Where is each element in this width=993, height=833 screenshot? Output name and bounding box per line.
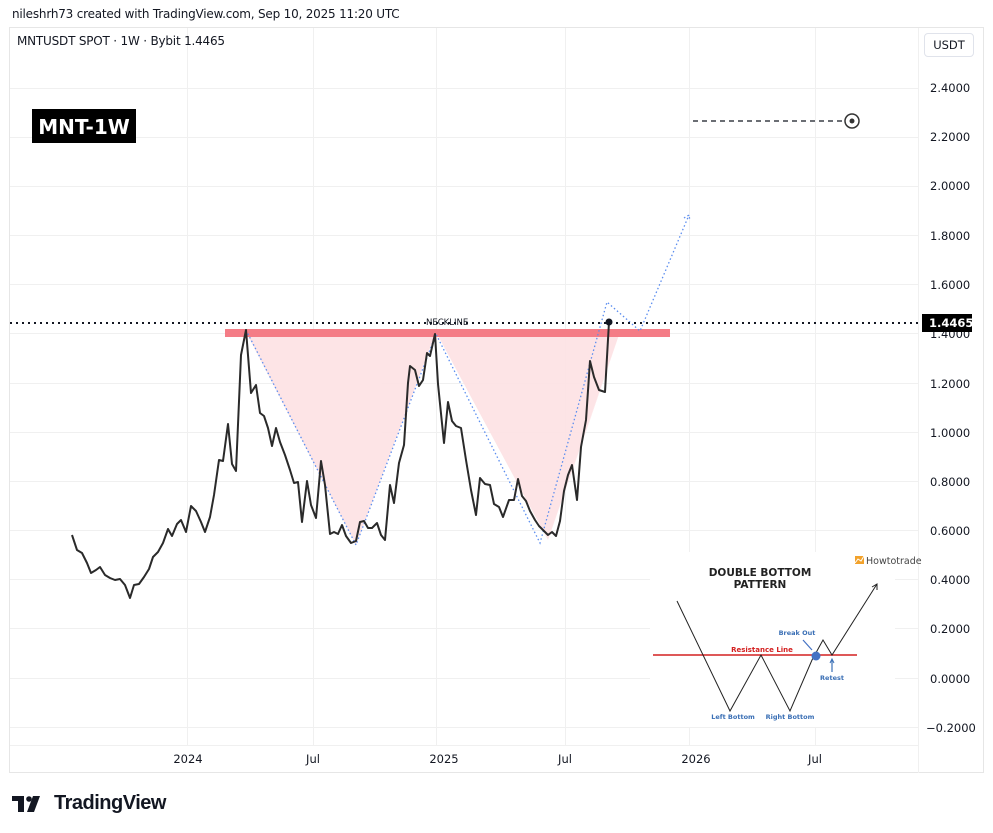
x-axis-labels[interactable]: 2024 Jul 2025 Jul 2026 Jul xyxy=(173,752,822,766)
tradingview-logo-text: TradingView xyxy=(54,792,166,814)
inset-title-line1: DOUBLE BOTTOM xyxy=(709,567,812,579)
neckline-zone[interactable] xyxy=(225,329,670,337)
last-price-dot xyxy=(605,318,613,326)
svg-text:Jul: Jul xyxy=(557,752,572,766)
projection-path[interactable] xyxy=(245,213,691,547)
chart-badge-text: MNT-1W xyxy=(38,115,130,139)
svg-text:1.2000: 1.2000 xyxy=(930,377,970,391)
tradingview-logo-icon xyxy=(12,795,40,812)
svg-text:1.6000: 1.6000 xyxy=(930,278,970,292)
breakout-label: Break Out xyxy=(779,629,816,637)
chart-badge xyxy=(32,109,136,143)
price-series-line xyxy=(71,321,610,599)
double-bottom-inset: DOUBLE BOTTOM PATTERN Howtotrade Resista… xyxy=(650,552,922,727)
howtotrade-text: Howtotrade xyxy=(866,556,922,567)
currency-unit-button[interactable]: USDT xyxy=(924,33,974,57)
svg-text:0.0000: 0.0000 xyxy=(930,672,970,686)
resistance-label: Resistance Line xyxy=(731,646,793,654)
retest-label: Retest xyxy=(820,674,844,682)
svg-text:1.8000: 1.8000 xyxy=(930,229,970,243)
breakout-dot xyxy=(811,651,821,661)
tradingview-logo[interactable]: TradingView xyxy=(12,792,166,815)
svg-text:2.4000: 2.4000 xyxy=(930,81,970,95)
svg-text:2025: 2025 xyxy=(429,752,458,766)
svg-text:2.2000: 2.2000 xyxy=(930,130,970,144)
left-bottom-label: Left Bottom xyxy=(711,713,755,721)
svg-text:0.6000: 0.6000 xyxy=(930,524,970,538)
svg-text:0.4000: 0.4000 xyxy=(930,573,970,587)
y-axis-labels[interactable]: 2.4000 2.2000 2.0000 1.8000 1.6000 1.400… xyxy=(926,81,976,735)
last-price-label-bg xyxy=(922,314,972,332)
right-bottom-label: Right Bottom xyxy=(766,713,815,721)
svg-text:Jul: Jul xyxy=(305,752,320,766)
last-price-label: 1.4465 xyxy=(929,316,973,330)
svg-text:2026: 2026 xyxy=(681,752,710,766)
svg-text:2024: 2024 xyxy=(173,752,202,766)
howtotrade-logo: Howtotrade xyxy=(854,555,922,567)
neckline-label: NECKLINE xyxy=(426,318,468,328)
svg-text:−0.2000: −0.2000 xyxy=(926,721,976,735)
svg-text:0.2000: 0.2000 xyxy=(930,622,970,636)
svg-text:0.8000: 0.8000 xyxy=(930,475,970,489)
svg-text:2.0000: 2.0000 xyxy=(930,179,970,193)
symbol-info[interactable]: MNTUSDT SPOT · 1W · Bybit 1.4465 xyxy=(17,34,225,48)
inset-title-line2: PATTERN xyxy=(734,579,787,591)
chart-credit: nileshrh73 created with TradingView.com,… xyxy=(12,7,400,21)
svg-text:1.0000: 1.0000 xyxy=(930,426,970,440)
svg-text:Jul: Jul xyxy=(807,752,822,766)
